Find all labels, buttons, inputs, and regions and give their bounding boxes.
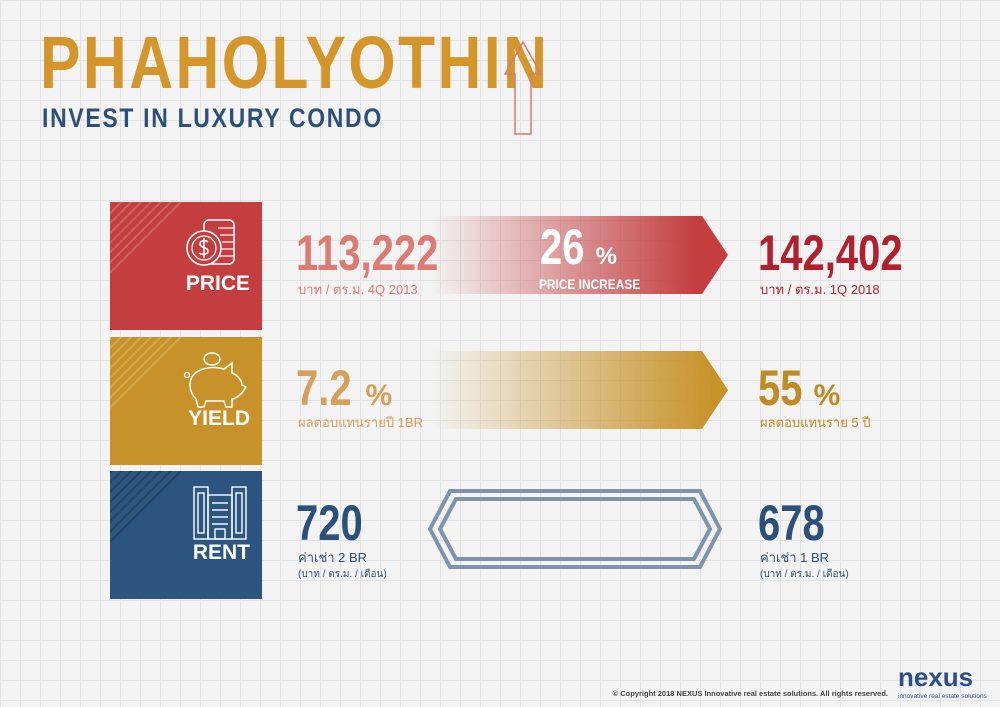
yield-tile: YIELD [110,337,262,465]
yield-annual-caption: ผลตอบแทนรายปี 1BR [298,415,423,430]
price-increase-arrow [432,216,728,294]
rent-2br-caption: ค่าเช่า 2 BR [298,550,368,565]
copyright-text: © Copyright 2018 NEXUS Innovative real e… [612,689,888,698]
piggy-bank-icon [183,352,248,408]
price-old-value: 113,222 [296,225,439,281]
page-title: PHAHOLYOTHIN [40,21,550,104]
yield-annual-value: 7.2% [296,360,393,416]
price-increase-percent: 26% [540,219,617,275]
price-label: PRICE [185,272,250,295]
page-subtitle: INVEST IN LUXURY CONDO [42,103,383,133]
arrow-up-icon [503,40,543,135]
coins-dollar-icon [186,219,235,266]
price-old-caption: บาท / ตร.ม. 4Q 2013 [298,282,418,297]
rent-comparison-frame [428,489,723,569]
yield-5yr-value: 55% [758,360,841,416]
yield-label: YIELD [188,407,250,430]
price-new-value: 142,402 [758,225,903,281]
rent-1br-unit: (บาท / ตร.ม. / เดือน) [760,569,849,580]
price-increase-caption: PRICE INCREASE [539,276,641,292]
yield-5yr-caption: ผลตอบแทนราย 5 ปี [760,415,871,430]
price-new-caption: บาท / ตร.ม. 1Q 2018 [760,282,880,297]
rent-2br-value: 720 [296,495,363,551]
building-icon [193,486,247,540]
rent-label: RENT [192,541,250,564]
price-tile: PRICE [110,202,262,330]
nexus-logo: nexus [898,662,974,692]
rent-1br-value: 678 [758,495,825,551]
nexus-logo-tagline: innovative real estate solutions [898,693,987,700]
rent-tile: RENT [110,471,262,599]
yield-arrow [432,351,728,429]
rent-1br-caption: ค่าเช่า 1 BR [760,550,830,565]
rent-2br-unit: (บาท / ตร.ม. / เดือน) [298,569,387,580]
